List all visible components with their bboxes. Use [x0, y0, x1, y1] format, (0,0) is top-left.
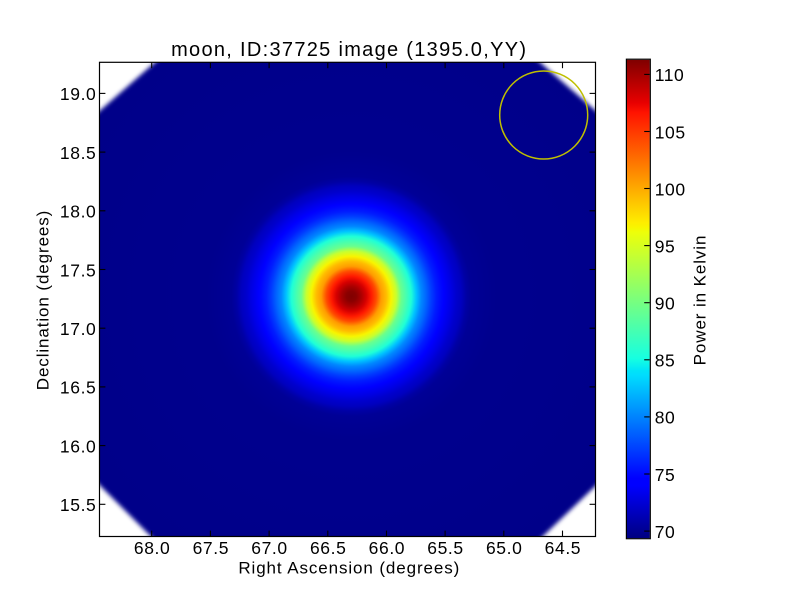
svg-text:90: 90 — [655, 294, 676, 314]
svg-text:65.0: 65.0 — [486, 538, 522, 558]
svg-text:67.5: 67.5 — [193, 538, 229, 558]
svg-text:15.5: 15.5 — [60, 495, 96, 515]
svg-text:80: 80 — [655, 408, 676, 428]
svg-text:75: 75 — [655, 465, 676, 485]
svg-text:moon, ID:37725 image (1395.0,Y: moon, ID:37725 image (1395.0,YY) — [171, 39, 527, 61]
svg-text:95: 95 — [655, 236, 676, 256]
svg-text:70: 70 — [655, 522, 676, 542]
svg-text:16.5: 16.5 — [60, 378, 96, 398]
svg-text:85: 85 — [655, 351, 676, 371]
svg-text:17.5: 17.5 — [60, 260, 96, 280]
svg-text:100: 100 — [655, 179, 686, 199]
svg-text:Power in Kelvin: Power in Kelvin — [691, 235, 710, 366]
svg-text:Right Ascension (degrees): Right Ascension (degrees) — [238, 559, 460, 578]
svg-text:16.0: 16.0 — [60, 436, 96, 456]
svg-text:19.0: 19.0 — [60, 84, 96, 104]
svg-text:18.5: 18.5 — [60, 143, 96, 163]
svg-text:110: 110 — [655, 65, 685, 85]
svg-text:17.0: 17.0 — [60, 319, 96, 339]
svg-text:64.5: 64.5 — [545, 538, 581, 558]
svg-text:105: 105 — [655, 122, 686, 142]
svg-text:Declination (degrees): Declination (degrees) — [34, 210, 53, 390]
svg-text:18.0: 18.0 — [60, 202, 96, 222]
svg-text:67.0: 67.0 — [251, 538, 287, 558]
svg-text:65.5: 65.5 — [427, 538, 463, 558]
svg-text:68.0: 68.0 — [134, 538, 170, 558]
svg-text:66.0: 66.0 — [369, 538, 405, 558]
svg-text:66.5: 66.5 — [310, 538, 346, 558]
